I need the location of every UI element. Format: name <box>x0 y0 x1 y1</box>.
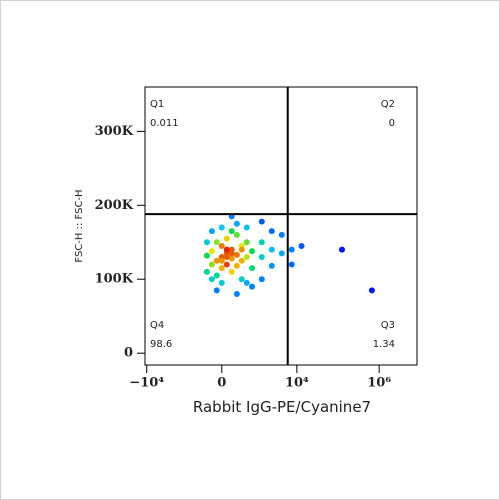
y-axis-label: FSC-H :: FSC-H <box>74 189 85 262</box>
event-dot <box>368 287 375 294</box>
event-dot <box>213 287 220 294</box>
event-dot <box>258 218 265 225</box>
event-dot <box>233 231 240 238</box>
quadrant-value: 0.011 <box>150 118 179 129</box>
event-dot <box>238 257 245 264</box>
event-dot <box>278 231 285 238</box>
event-dot <box>228 228 235 235</box>
x-tick-label: 10⁴ <box>285 376 309 391</box>
event-dot <box>268 262 275 269</box>
event-dot <box>243 254 250 261</box>
event-dot <box>288 246 295 253</box>
event-dot <box>228 255 235 262</box>
event-dot <box>203 268 210 275</box>
event-dot <box>233 251 240 258</box>
event-dot <box>233 291 240 298</box>
quadrant-name: Q3 <box>381 320 395 331</box>
event-dot <box>243 239 250 246</box>
event-dot <box>258 239 265 246</box>
event-dot <box>208 248 215 255</box>
quadrant-name: Q2 <box>381 99 395 110</box>
x-tick-label: 10⁶ <box>367 376 391 391</box>
event-dot <box>223 235 230 242</box>
x-axis-label: Rabbit IgG-PE/Cyanine7 <box>193 398 371 416</box>
event-dot <box>213 239 220 246</box>
event-dot <box>249 265 256 272</box>
plot-frame <box>144 86 418 366</box>
event-dot <box>338 246 345 253</box>
x-tick-label: 0 <box>217 376 226 391</box>
event-dot <box>298 242 305 249</box>
quadrant-value: 98.6 <box>150 339 172 350</box>
quadrant-name: Q4 <box>150 320 164 331</box>
event-dot <box>218 242 225 249</box>
event-dot <box>208 228 215 235</box>
event-dot <box>218 265 225 272</box>
event-dot <box>238 246 245 253</box>
event-dot <box>218 257 225 264</box>
y-tick-label: 200K <box>95 198 134 213</box>
x-tick-label: −10⁴ <box>129 376 164 391</box>
event-dot <box>213 257 220 264</box>
event-dot <box>218 279 225 286</box>
event-dot <box>218 224 225 231</box>
event-dot <box>228 250 235 257</box>
event-dot <box>203 239 210 246</box>
event-dot <box>233 220 240 227</box>
event-dot <box>208 276 215 283</box>
quadrant-value: 0 <box>389 118 395 129</box>
event-dot <box>268 246 275 253</box>
y-tick-label: 0 <box>124 346 133 361</box>
event-dot <box>203 252 210 259</box>
event-dot <box>233 262 240 269</box>
event-dot <box>223 261 230 268</box>
event-dot <box>223 246 230 253</box>
event-dot <box>258 276 265 283</box>
event-dot <box>243 224 250 231</box>
quadrant-value: 1.34 <box>373 339 395 350</box>
event-dot <box>223 254 230 261</box>
event-dot <box>288 261 295 268</box>
event-dot <box>213 272 220 279</box>
event-dot <box>258 254 265 261</box>
y-tick-label: 100K <box>95 272 134 287</box>
event-dot <box>249 248 256 255</box>
y-tick-label: 300K <box>95 124 134 139</box>
event-dot <box>228 268 235 275</box>
event-dot <box>243 279 250 286</box>
event-dot <box>208 261 215 268</box>
event-dot <box>278 250 285 257</box>
event-dot <box>268 228 275 235</box>
event-dot <box>249 283 256 290</box>
quadrant-name: Q1 <box>150 99 164 110</box>
event-dot <box>238 276 245 283</box>
dots <box>203 213 375 298</box>
